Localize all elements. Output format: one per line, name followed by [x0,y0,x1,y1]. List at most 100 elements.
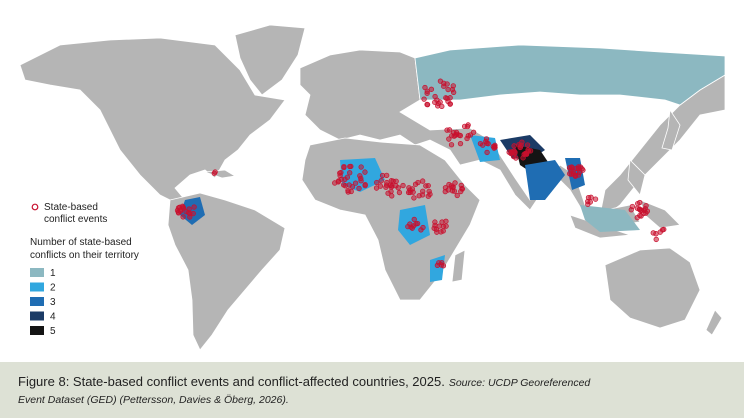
country-3 [180,197,205,225]
legend-label: conflict events [44,214,107,225]
event-marker [635,200,641,207]
event-marker [180,214,186,220]
event-marker [432,93,438,100]
event-marker [177,208,184,214]
event-marker [527,148,534,154]
event-marker [191,204,197,210]
land [661,108,681,151]
event-marker [388,188,394,195]
event-marker [457,132,464,139]
event-marker [443,95,449,101]
event-marker [345,189,351,195]
event-marker [211,170,217,176]
event-marker [425,193,431,199]
country-1 [414,44,726,106]
event-marker [358,164,364,170]
legend-swatch [30,311,44,321]
land [604,247,723,336]
event-marker [637,206,643,212]
event-marker [362,182,368,189]
event-marker [580,167,586,173]
event-marker [437,99,443,105]
legend-label: 5 [50,326,56,337]
event-marker [447,95,453,101]
event-marker [411,195,417,201]
event-marker [423,183,429,189]
land [299,49,726,221]
country-3 [525,160,565,200]
event-marker [395,185,401,191]
legend-swatch [30,282,44,292]
event-marker [520,155,526,161]
event-marker [344,174,351,180]
legend-swatch [30,268,44,277]
event-marker [428,86,435,92]
event-marker [465,133,471,139]
event-marker [653,236,659,243]
event-marker [407,221,413,227]
land [19,37,286,215]
event-marker [440,223,447,230]
event-marker [335,178,342,184]
legend-swatch [30,326,44,335]
event-marker [374,179,380,186]
event-marker [524,142,531,148]
event-marker [377,183,384,189]
event-marker [356,185,362,192]
event-marker [457,141,464,147]
event-marker [409,225,415,231]
event-marker [384,179,390,186]
event-marker [448,142,455,148]
event-marker [396,189,403,196]
event-marker [383,184,389,190]
event-marker [379,172,386,179]
event-marker [442,188,448,195]
event-marker [352,180,359,186]
event-marker [588,194,594,200]
event-marker [453,129,460,136]
event-marker [419,192,426,198]
legend-title: conflicts on their territory [30,250,139,261]
event-marker [179,203,186,209]
legend-label: 4 [50,312,56,323]
land [451,249,466,283]
event-marker [446,136,452,142]
event-marker [424,101,431,108]
country-1 [580,205,640,232]
event-marker [451,188,458,194]
event-marker [434,262,441,269]
event-marker [568,164,575,170]
legend-label: State-based [44,202,98,213]
event-marker [362,169,368,175]
event-marker [347,163,353,170]
event-marker [432,99,438,105]
event-marker [341,163,347,170]
event-marker [517,144,523,150]
caption-title: Figure 8: State-based conflict events an… [18,374,445,389]
event-marker [445,86,451,93]
event-marker [659,227,666,233]
conflict-events [174,78,667,269]
event-marker [477,140,484,147]
legend-title: Number of state-based [30,237,132,248]
legend-label: 3 [50,297,56,308]
land [569,159,681,239]
event-marker [450,89,457,95]
country-2 [470,135,500,162]
event-marker [592,196,599,202]
legend-swatch [30,297,44,306]
event-marker [413,221,419,227]
event-marker [387,182,393,188]
event-marker [435,103,441,109]
event-marker [337,170,343,176]
event-marker [641,210,647,216]
event-marker [511,143,517,149]
event-marker [411,216,417,223]
event-marker [629,203,636,210]
event-marker [443,218,449,224]
event-marker [347,170,353,176]
event-marker [637,212,643,219]
caption: Figure 8: State-based conflict events an… [0,362,744,418]
event-marker [342,183,348,189]
